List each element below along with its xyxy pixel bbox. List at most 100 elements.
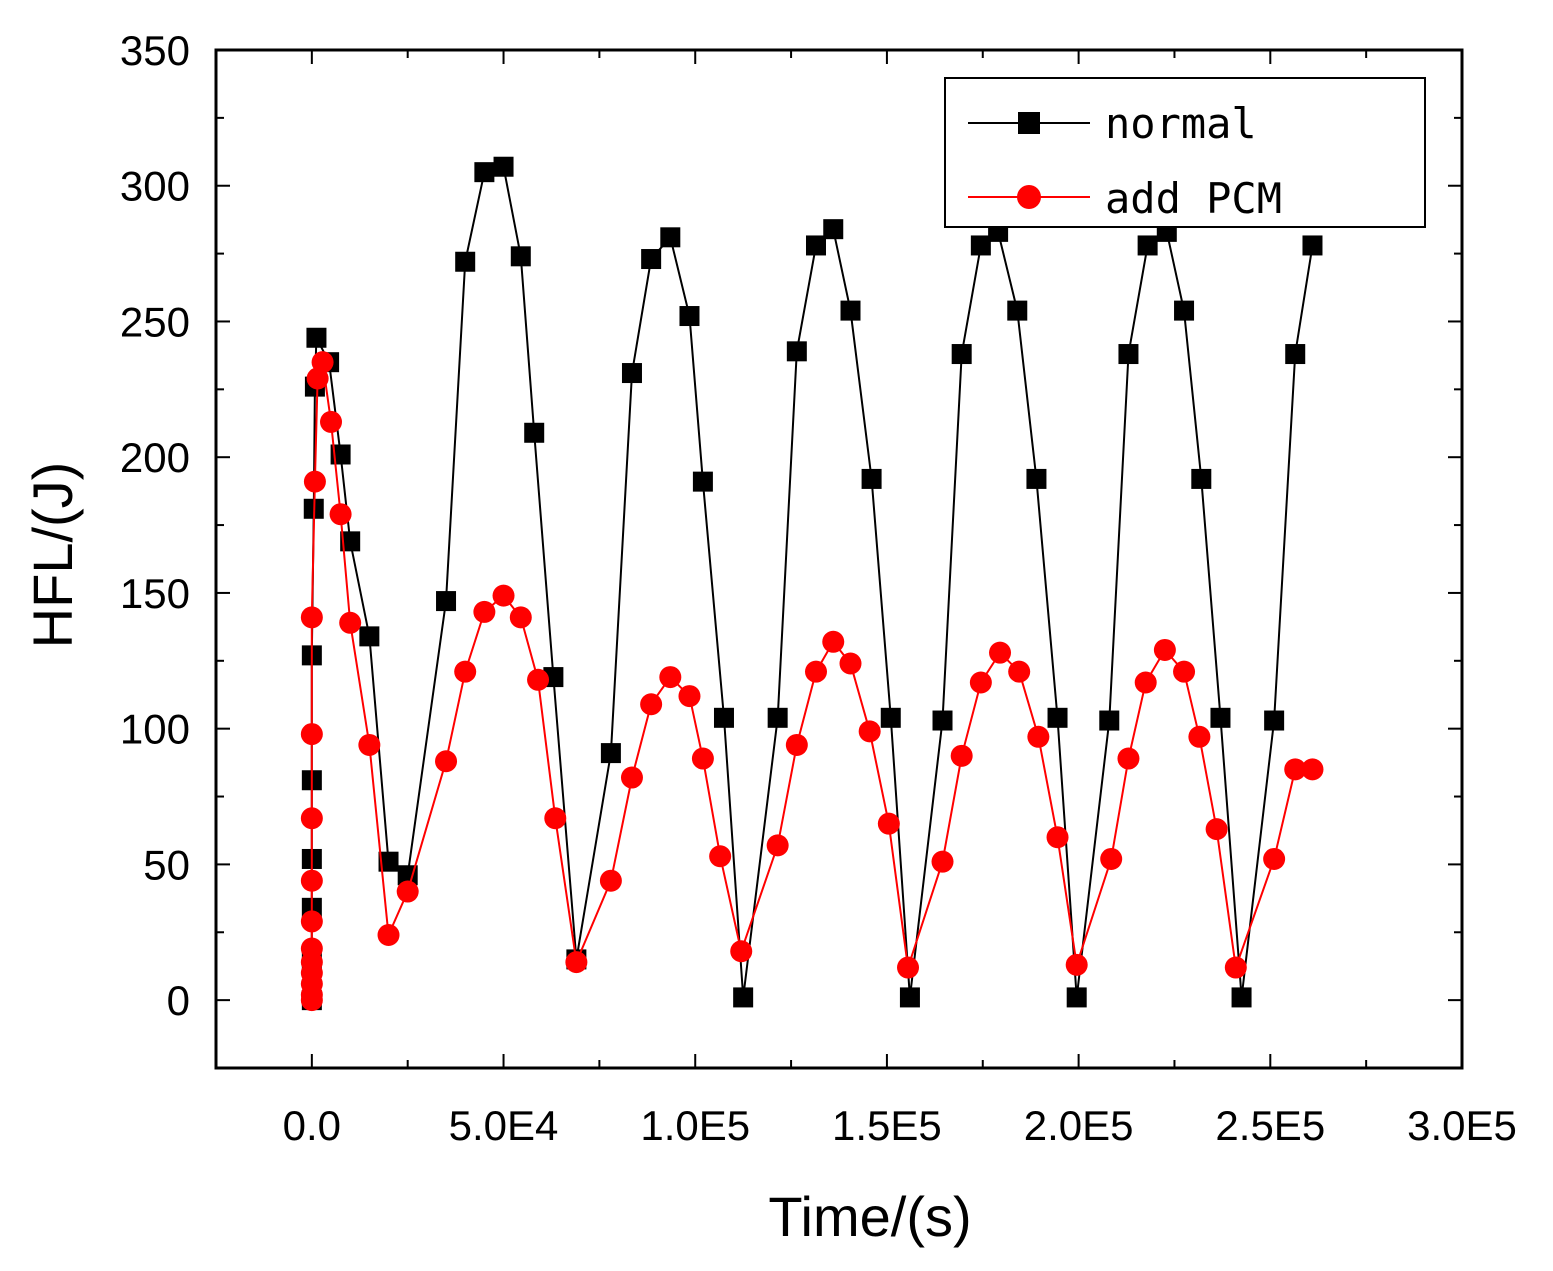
legend-label-normal: normal <box>1105 99 1257 148</box>
data-point-normal <box>713 707 734 728</box>
data-point-add-pcm <box>1027 725 1050 748</box>
data-point-add-pcm <box>1008 660 1031 683</box>
data-point-add-pcm <box>785 733 808 756</box>
x-tick-label: 5.0E4 <box>449 1102 559 1149</box>
x-axis-title: Time/(s) <box>768 1185 971 1248</box>
data-point-normal <box>660 227 681 248</box>
data-point-add-pcm <box>1188 725 1211 748</box>
series-add-pcm <box>300 351 1324 1012</box>
x-tick-label: 1.0E5 <box>640 1102 750 1149</box>
y-tick-label: 250 <box>120 298 190 345</box>
data-point-add-pcm <box>1301 758 1324 781</box>
legend-marker-add-pcm <box>1017 185 1041 209</box>
data-point-add-pcm <box>1173 660 1196 683</box>
data-layer <box>300 156 1324 1012</box>
data-point-normal <box>306 327 327 348</box>
data-point-add-pcm <box>527 668 550 691</box>
data-point-add-pcm <box>454 660 477 683</box>
data-point-normal <box>786 341 807 362</box>
data-point-normal <box>1007 300 1028 321</box>
data-point-normal <box>861 468 882 489</box>
data-point-add-pcm <box>473 600 496 623</box>
data-point-add-pcm <box>396 880 419 903</box>
data-point-normal <box>378 851 399 872</box>
y-tick-label: 150 <box>120 570 190 617</box>
data-point-add-pcm <box>1263 847 1286 870</box>
data-point-normal <box>621 363 642 384</box>
data-point-add-pcm <box>897 956 920 979</box>
data-point-normal <box>733 987 754 1008</box>
data-point-normal <box>359 626 380 647</box>
data-point-add-pcm <box>730 940 753 963</box>
data-point-add-pcm <box>1134 671 1157 694</box>
data-point-add-pcm <box>492 584 515 607</box>
y-axis-title: HFL/(J) <box>21 462 84 649</box>
data-point-normal <box>1026 468 1047 489</box>
data-point-normal <box>1174 300 1195 321</box>
data-point-add-pcm <box>320 410 343 433</box>
data-point-add-pcm <box>300 937 323 960</box>
data-point-normal <box>340 531 361 552</box>
y-tick-label: 50 <box>143 841 190 888</box>
data-point-add-pcm <box>969 671 992 694</box>
data-point-add-pcm <box>303 470 326 493</box>
data-point-normal <box>1066 987 1087 1008</box>
x-tick-label: 2.0E5 <box>1024 1102 1134 1149</box>
data-point-add-pcm <box>300 869 323 892</box>
data-point-add-pcm <box>599 869 622 892</box>
data-point-add-pcm <box>311 351 334 374</box>
data-point-normal <box>1285 344 1306 365</box>
data-point-add-pcm <box>435 750 458 773</box>
data-point-normal <box>1231 987 1252 1008</box>
data-point-normal <box>679 306 700 327</box>
data-point-add-pcm <box>1065 953 1088 976</box>
data-point-add-pcm <box>1224 956 1247 979</box>
plot-frame <box>214 48 1464 1070</box>
data-point-add-pcm <box>640 693 663 716</box>
y-tick-label: 0 <box>167 977 190 1024</box>
data-point-add-pcm <box>931 850 954 873</box>
y-tick-label: 200 <box>120 434 190 481</box>
legend-marker-normal <box>1018 112 1040 134</box>
data-point-normal <box>1137 235 1158 256</box>
legend: normal add PCM <box>944 77 1426 228</box>
x-tick-label: 3.0E5 <box>1407 1102 1517 1149</box>
data-point-add-pcm <box>565 951 588 974</box>
data-point-normal <box>397 865 418 886</box>
data-point-normal <box>641 249 662 270</box>
data-point-normal <box>474 162 495 183</box>
data-point-normal <box>767 707 788 728</box>
x-tick-label: 1.5E5 <box>832 1102 942 1149</box>
data-point-add-pcm <box>300 723 323 746</box>
data-point-add-pcm <box>1153 638 1176 661</box>
data-point-add-pcm <box>1117 747 1140 770</box>
data-point-normal <box>1302 235 1323 256</box>
data-point-add-pcm <box>300 606 323 629</box>
data-point-normal <box>1191 468 1212 489</box>
data-point-normal <box>899 987 920 1008</box>
data-point-normal <box>1047 707 1068 728</box>
data-point-normal <box>692 471 713 492</box>
data-point-normal <box>510 246 531 267</box>
data-point-normal <box>493 156 514 177</box>
data-point-add-pcm <box>1205 818 1228 841</box>
data-point-normal <box>455 251 476 272</box>
data-point-normal <box>840 300 861 321</box>
data-point-normal <box>1118 344 1139 365</box>
x-tick-label: 2.5E5 <box>1215 1102 1325 1149</box>
x-tick-label: 0.0 <box>283 1102 341 1149</box>
data-point-add-pcm <box>620 766 643 789</box>
data-point-add-pcm <box>804 660 827 683</box>
series-line-normal <box>310 165 1314 1001</box>
data-point-add-pcm <box>1284 758 1307 781</box>
data-point-normal <box>1264 710 1285 731</box>
legend-label-add-pcm: add PCM <box>1105 174 1282 223</box>
data-point-normal <box>880 707 901 728</box>
data-point-add-pcm <box>339 611 362 634</box>
data-point-add-pcm <box>839 652 862 675</box>
data-point-normal <box>823 219 844 240</box>
data-point-normal <box>970 235 991 256</box>
data-point-normal <box>805 235 826 256</box>
data-point-add-pcm <box>1100 847 1123 870</box>
